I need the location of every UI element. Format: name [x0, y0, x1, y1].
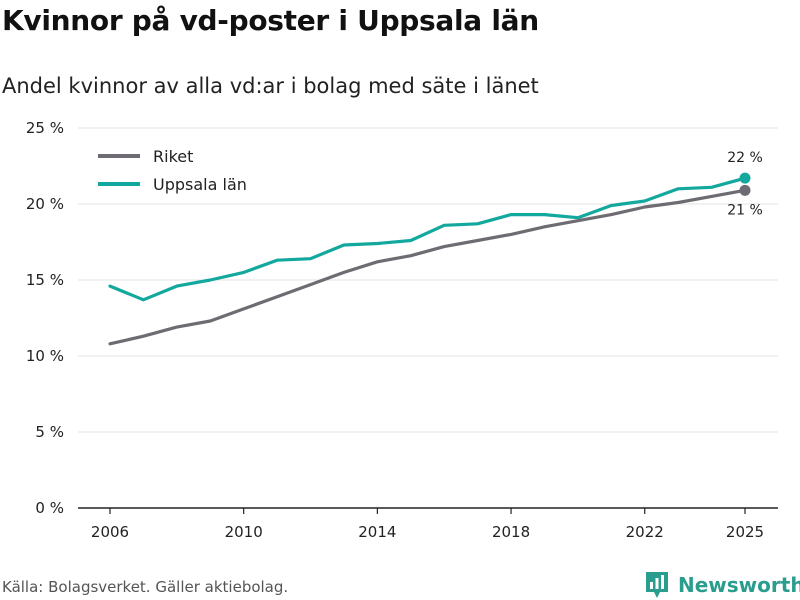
axes: 0 % 5 % 10 % 15 % 20 % 25 % 2006 2010 2014 2018 20… [26, 119, 778, 541]
y-tick-label-20: 20 % [26, 195, 64, 213]
source-note: Källa: Bolagsverket. Gäller aktiebolag. [2, 578, 289, 596]
bar-chart-logo-icon [646, 572, 668, 598]
y-tick-label-5: 5 % [35, 423, 64, 441]
brand-name: Newsworthy [678, 573, 800, 597]
brand-logo: Newsworthy [644, 570, 800, 600]
x-tick-label-2018: 2018 [492, 523, 530, 541]
x-tick-label-2006: 2006 [91, 523, 129, 541]
series-line-uppsala-län [108, 176, 747, 302]
legend: Riket Uppsala län [98, 147, 247, 194]
end-label-riket: 21 % [727, 202, 763, 218]
legend-label-uppsala-län: Uppsala län [153, 175, 247, 194]
series-line-riket [108, 188, 747, 346]
end-label-uppsala-län: 22 % [727, 150, 763, 166]
grid-lines [78, 127, 778, 433]
x-tick-label-2014: 2014 [358, 523, 396, 541]
series-lines [108, 172, 751, 346]
x-tick-label-2022: 2022 [626, 523, 664, 541]
y-tick-label-15: 15 % [26, 271, 64, 289]
series-end-point-uppsala-län [739, 172, 751, 184]
y-tick-label-25: 25 % [26, 119, 64, 137]
y-tick-label-0: 0 % [35, 499, 64, 517]
x-tick-label-2010: 2010 [225, 523, 263, 541]
chart-subtitle: Andel kvinnor av alla vd:ar i bolag med … [2, 74, 539, 98]
x-tick-label-2025: 2025 [726, 523, 764, 541]
y-tick-label-10: 10 % [26, 347, 64, 365]
chart-title: Kvinnor på vd-poster i Uppsala län [2, 4, 539, 37]
series-end-point-riket [739, 184, 751, 196]
legend-label-riket: Riket [153, 147, 193, 166]
end-labels: 21 % 22 % [727, 150, 763, 218]
